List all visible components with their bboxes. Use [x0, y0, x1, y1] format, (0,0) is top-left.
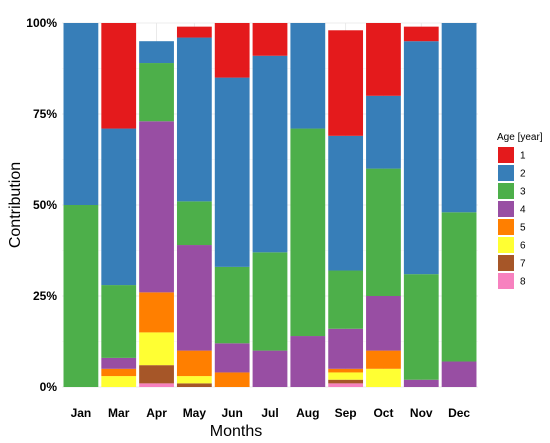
bar-segment-jul-age-1 — [252, 23, 288, 56]
x-tick-label: Nov — [410, 406, 433, 420]
bar-segment-may-age-6 — [176, 376, 212, 384]
legend-key-age-2 — [498, 165, 514, 181]
bar-segment-sep-age-3 — [328, 270, 364, 329]
legend-key-age-4 — [498, 201, 514, 217]
bar-segment-mar-age-3 — [101, 285, 137, 358]
bar-segment-nov-age-1 — [403, 26, 439, 42]
bar-segment-mar-age-4 — [101, 357, 137, 369]
bar-segment-may-age-2 — [176, 37, 212, 202]
bar-segment-mar-age-2 — [101, 128, 137, 286]
bar-segment-jan-age-2 — [63, 23, 99, 205]
y-tick-label: 50% — [33, 198, 57, 212]
bar-segment-jun-age-2 — [214, 77, 250, 267]
x-tick-label: Apr — [146, 406, 167, 420]
bar-segment-mar-age-1 — [101, 23, 137, 129]
bar-segment-sep-age-5 — [328, 368, 364, 373]
bar-segment-nov-age-3 — [403, 274, 439, 380]
x-tick-label: Jan — [71, 406, 92, 420]
legend-label-age-4: 4 — [520, 205, 526, 216]
bar-segment-dec-age-3 — [441, 212, 477, 362]
legend-title: Age [year] — [497, 132, 543, 143]
bar-segment-dec-age-4 — [441, 361, 477, 387]
bar-segment-may-age-3 — [176, 201, 212, 246]
y-tick-label: 0% — [40, 380, 58, 394]
legend-key-age-3 — [498, 183, 514, 199]
y-axis-label: Contribution — [7, 162, 24, 248]
bar-segment-may-age-1 — [176, 26, 212, 38]
bar-segment-jul-age-2 — [252, 55, 288, 253]
x-tick-label: May — [183, 406, 207, 420]
legend-label-age-2: 2 — [520, 169, 526, 180]
legend-label-age-1: 1 — [520, 151, 526, 162]
y-tick-label: 100% — [26, 16, 57, 30]
legend-key-age-5 — [498, 219, 514, 235]
x-tick-label: Oct — [373, 406, 393, 420]
bar-segment-oct-age-5 — [366, 350, 401, 369]
legend-label-age-3: 3 — [520, 187, 526, 198]
bar-segment-sep-age-1 — [328, 30, 364, 136]
bar-segment-apr-age-2 — [139, 41, 174, 64]
bar-segment-jun-age-4 — [214, 343, 250, 373]
bar-segment-apr-age-6 — [139, 332, 174, 366]
axes: Months Contribution Jan Mar Apr May Jun Jul Au… — [7, 16, 470, 440]
x-tick-label: Jul — [261, 406, 278, 420]
x-tick-label: Aug — [296, 406, 319, 420]
bar-segment-jun-age-3 — [214, 266, 250, 344]
bar-segment-aug-age-2 — [290, 23, 326, 129]
bar-segment-may-age-4 — [176, 245, 212, 351]
bar-segment-oct-age-3 — [366, 168, 401, 296]
bar-segment-jul-age-3 — [252, 252, 288, 351]
x-axis-label: Months — [210, 423, 262, 440]
bar-segment-aug-age-4 — [290, 336, 326, 387]
y-tick-label: 25% — [33, 289, 57, 303]
bar-segment-apr-age-7 — [139, 365, 174, 384]
y-tick-label: 75% — [33, 107, 57, 121]
bar-segment-sep-age-7 — [328, 379, 364, 384]
legend-label-age-6: 6 — [520, 241, 526, 252]
legend-key-age-1 — [498, 147, 514, 163]
legend-label-age-5: 5 — [520, 223, 526, 234]
bar-segment-nov-age-2 — [403, 41, 439, 275]
x-tick-label: Dec — [448, 406, 470, 420]
bar-segment-sep-age-6 — [328, 372, 364, 380]
bar-segment-oct-age-1 — [366, 23, 401, 96]
x-tick-label: Mar — [108, 406, 130, 420]
bar-segment-jun-age-5 — [214, 372, 250, 387]
bar-segment-sep-age-4 — [328, 328, 364, 369]
bar-segment-sep-age-2 — [328, 135, 364, 271]
bar-segment-oct-age-4 — [366, 296, 401, 351]
bars — [63, 23, 477, 387]
bar-segment-apr-age-8 — [139, 383, 174, 387]
bar-segment-mar-age-6 — [101, 376, 137, 387]
bar-segment-may-age-5 — [176, 350, 212, 377]
bar-segment-nov-age-4 — [403, 379, 439, 387]
bar-segment-apr-age-4 — [139, 121, 174, 293]
legend-key-age-6 — [498, 237, 514, 253]
bar-segment-sep-age-8 — [328, 383, 364, 387]
bar-segment-aug-age-3 — [290, 128, 326, 337]
legend-label-age-7: 7 — [520, 259, 526, 270]
legend-key-age-7 — [498, 255, 514, 271]
bar-segment-apr-age-3 — [139, 63, 174, 122]
bar-segment-oct-age-6 — [366, 368, 401, 387]
bar-segment-apr-age-5 — [139, 292, 174, 333]
bar-segment-may-age-7 — [176, 383, 212, 387]
bar-segment-oct-age-2 — [366, 95, 401, 169]
legend-key-age-8 — [498, 273, 514, 289]
legend: Age [year] 1 2 3 4 5 6 7 8 — [497, 132, 543, 289]
legend-label-age-8: 8 — [520, 277, 526, 288]
x-tick-label: Jun — [222, 406, 243, 420]
bar-segment-jan-age-3 — [63, 205, 99, 387]
x-tick-label: Sep — [335, 406, 357, 420]
bar-segment-dec-age-2 — [441, 23, 477, 213]
bar-segment-jun-age-1 — [214, 23, 250, 78]
bar-segment-jul-age-4 — [252, 350, 288, 387]
bar-segment-mar-age-5 — [101, 368, 137, 377]
